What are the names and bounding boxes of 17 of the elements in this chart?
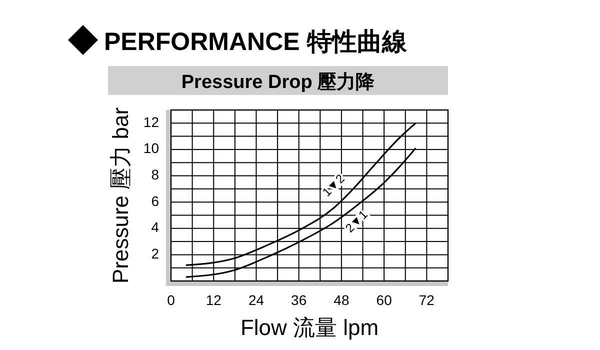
y-tick-label: 2	[151, 245, 160, 262]
x-axis-title: Flow 流量 lpm	[240, 315, 379, 340]
x-tick-label: 60	[376, 292, 392, 308]
chart-title: PERFORMANCE 特性曲線	[104, 28, 408, 56]
x-tick-label: 72	[418, 292, 435, 308]
y-tick-label: 6	[151, 192, 160, 209]
y-tick-label: 10	[143, 140, 160, 156]
x-tick-label: 36	[291, 292, 307, 308]
y-tick-label: 4	[151, 219, 160, 236]
chart-subtitle: Pressure Drop 壓力降	[181, 71, 376, 93]
y-tick-label: 12	[143, 114, 160, 130]
x-tick-label: 0	[167, 292, 176, 308]
x-tick-label: 12	[206, 292, 222, 308]
x-tick-label: 48	[334, 292, 350, 308]
x-tick-label: 24	[248, 292, 264, 308]
y-tick-label: 8	[151, 166, 160, 182]
y-axis-title: Pressure 壓力 bar	[108, 107, 133, 284]
